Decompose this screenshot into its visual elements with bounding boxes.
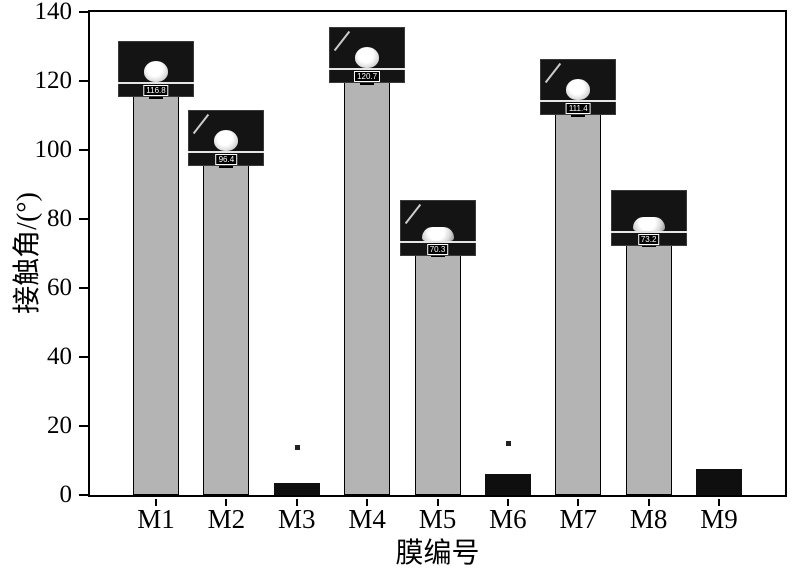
bar-M1 (132, 93, 179, 495)
error-cap-M4 (360, 83, 375, 86)
x-category-label-M5: M5 (418, 504, 457, 534)
inset-photo-M5: 70.3 (399, 200, 476, 257)
needle-icon (333, 31, 351, 52)
y-axis-tick (79, 80, 88, 82)
bar-M6 (484, 474, 531, 495)
droplet-icon (214, 130, 239, 152)
inset-angle-label: 120.7 (354, 71, 381, 83)
inset-photo-M8: 73.2 (610, 190, 687, 247)
x-axis-tick (506, 499, 509, 506)
y-tick-label: 40 (47, 343, 72, 370)
droplet-icon (632, 217, 665, 232)
y-tick-label: 20 (47, 412, 72, 439)
y-axis-tick (79, 287, 88, 289)
droplet-icon (421, 227, 454, 242)
y-tick-label: 0 (59, 481, 73, 508)
needle-icon (404, 204, 421, 225)
x-category-label-M1: M1 (137, 504, 175, 534)
inset-photo-M7: 111.4 (540, 58, 617, 115)
bar-M5 (414, 252, 461, 495)
surface-line (329, 68, 406, 71)
x-axis-tick (436, 499, 439, 506)
surface-line (540, 99, 617, 102)
inset-photo-M4: 120.7 (329, 27, 406, 84)
surface-line (117, 82, 194, 85)
bar-M8 (625, 242, 672, 495)
x-category-label-M7: M7 (559, 504, 597, 534)
surface-line (610, 231, 687, 234)
inset-angle-label: 116.8 (143, 85, 169, 97)
point-marker-M6 (505, 441, 511, 447)
point-marker-M3 (294, 444, 300, 450)
y-axis-tick (79, 149, 88, 151)
x-axis-tick (718, 499, 720, 506)
y-axis-tick (79, 425, 88, 427)
x-category-label-M6: M6 (489, 504, 527, 534)
inset-photo-M1: 116.8 (117, 41, 194, 98)
surface-line (399, 241, 476, 244)
bar-M9 (696, 469, 742, 495)
x-category-label-M2: M2 (207, 504, 246, 534)
y-tick-label: 120 (34, 67, 73, 94)
y-tick-label: 60 (47, 274, 72, 301)
inset-angle-label: 96.4 (215, 154, 238, 166)
bar-M4 (344, 79, 391, 495)
y-tick-label: 80 (47, 205, 72, 232)
x-axis-tick (295, 499, 298, 506)
x-axis-tick (225, 499, 228, 506)
y-axis-tick (79, 356, 88, 358)
x-category-label-M9: M9 (700, 504, 738, 534)
inset-photo-M2: 96.4 (188, 110, 265, 167)
bar-M3 (273, 482, 320, 495)
plot-area (88, 10, 787, 497)
y-axis-tick (79, 218, 88, 220)
droplet-icon (143, 61, 168, 83)
x-category-label-M8: M8 (629, 504, 668, 534)
droplet-icon (566, 78, 591, 100)
surface-line (188, 151, 265, 154)
y-axis-tick (79, 494, 88, 496)
x-category-label-M3: M3 (277, 504, 316, 534)
needle-icon (545, 62, 562, 83)
x-axis-label: 膜编号 (395, 538, 480, 569)
inset-angle-label: 70.3 (426, 244, 449, 256)
inset-angle-label: 111.4 (565, 102, 591, 114)
needle-icon (193, 114, 210, 135)
x-category-label-M4: M4 (348, 504, 386, 534)
error-cap-M7 (571, 114, 586, 117)
droplet-icon (355, 47, 380, 69)
y-axis-tick (79, 11, 88, 13)
x-axis-tick (577, 499, 580, 506)
error-cap-M1 (148, 97, 163, 100)
x-axis-tick (366, 499, 369, 506)
error-cap-M2 (219, 165, 234, 168)
inset-angle-label: 73.2 (637, 234, 660, 246)
bar-M7 (555, 110, 602, 495)
x-axis-tick (154, 499, 157, 506)
bar-M2 (203, 162, 250, 495)
x-axis-tick (647, 499, 650, 506)
y-tick-label: 140 (34, 0, 73, 25)
y-tick-label: 100 (34, 136, 73, 163)
